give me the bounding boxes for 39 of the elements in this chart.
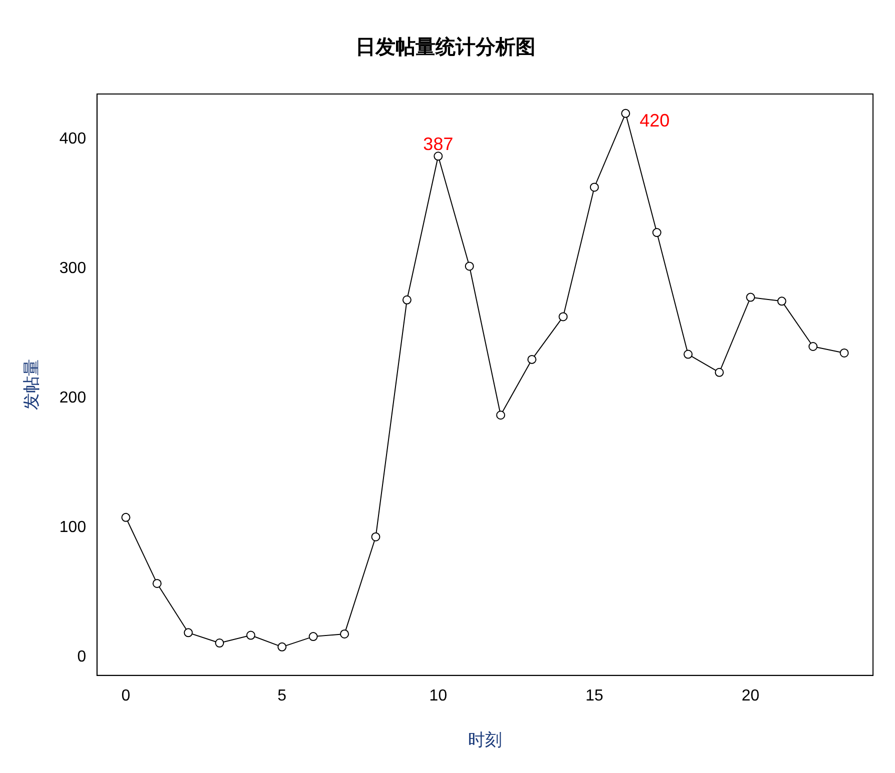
data-label: 420 bbox=[640, 110, 670, 130]
point bbox=[434, 152, 443, 161]
x-axis-title: 时刻 bbox=[468, 730, 502, 750]
x-tick-label: 0 bbox=[121, 687, 130, 704]
y-tick-label: 100 bbox=[59, 519, 86, 536]
y-tick-label: 200 bbox=[59, 390, 86, 407]
point bbox=[684, 350, 693, 359]
point bbox=[621, 108, 630, 118]
y-tick-label: 300 bbox=[59, 260, 86, 278]
y-tick-label: 0 bbox=[77, 648, 86, 666]
point bbox=[278, 642, 287, 652]
point bbox=[371, 532, 380, 542]
point bbox=[558, 312, 568, 322]
point bbox=[808, 342, 818, 351]
point bbox=[464, 262, 474, 271]
point bbox=[840, 348, 849, 358]
point bbox=[746, 292, 756, 302]
x-tick-label: 10 bbox=[429, 687, 448, 704]
x-tick-label: 20 bbox=[742, 687, 760, 704]
y-axis-title: 发帖量 bbox=[22, 359, 41, 410]
point bbox=[777, 296, 786, 306]
point bbox=[121, 512, 130, 522]
y-tick-label: 400 bbox=[59, 130, 86, 148]
point bbox=[215, 638, 224, 648]
x-tick-label: 5 bbox=[278, 687, 287, 704]
point bbox=[527, 354, 536, 364]
point bbox=[152, 578, 162, 588]
point bbox=[496, 410, 506, 420]
chart-title: 日发帖量统计分析图 bbox=[356, 36, 536, 59]
point bbox=[590, 182, 599, 192]
x-tick-label: 15 bbox=[585, 687, 604, 704]
data-label: 387 bbox=[423, 134, 454, 154]
point bbox=[246, 630, 256, 640]
point bbox=[308, 632, 318, 642]
point bbox=[714, 368, 724, 377]
point bbox=[184, 628, 193, 638]
point bbox=[652, 228, 662, 238]
point bbox=[402, 295, 412, 304]
point bbox=[340, 629, 349, 638]
